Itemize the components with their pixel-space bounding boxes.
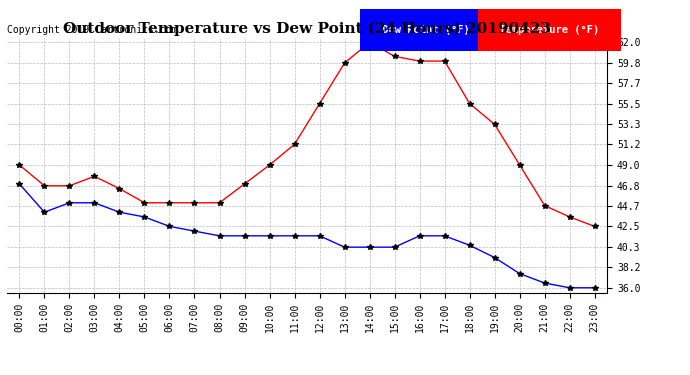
Text: Copyright 2019 Cartronics.com: Copyright 2019 Cartronics.com [7,25,177,35]
Title: Outdoor Temperature vs Dew Point (24 Hours) 20190423: Outdoor Temperature vs Dew Point (24 Hou… [63,22,551,36]
Text: Dew Point (°F): Dew Point (°F) [376,25,476,35]
Text: Temperature (°F): Temperature (°F) [493,25,606,35]
